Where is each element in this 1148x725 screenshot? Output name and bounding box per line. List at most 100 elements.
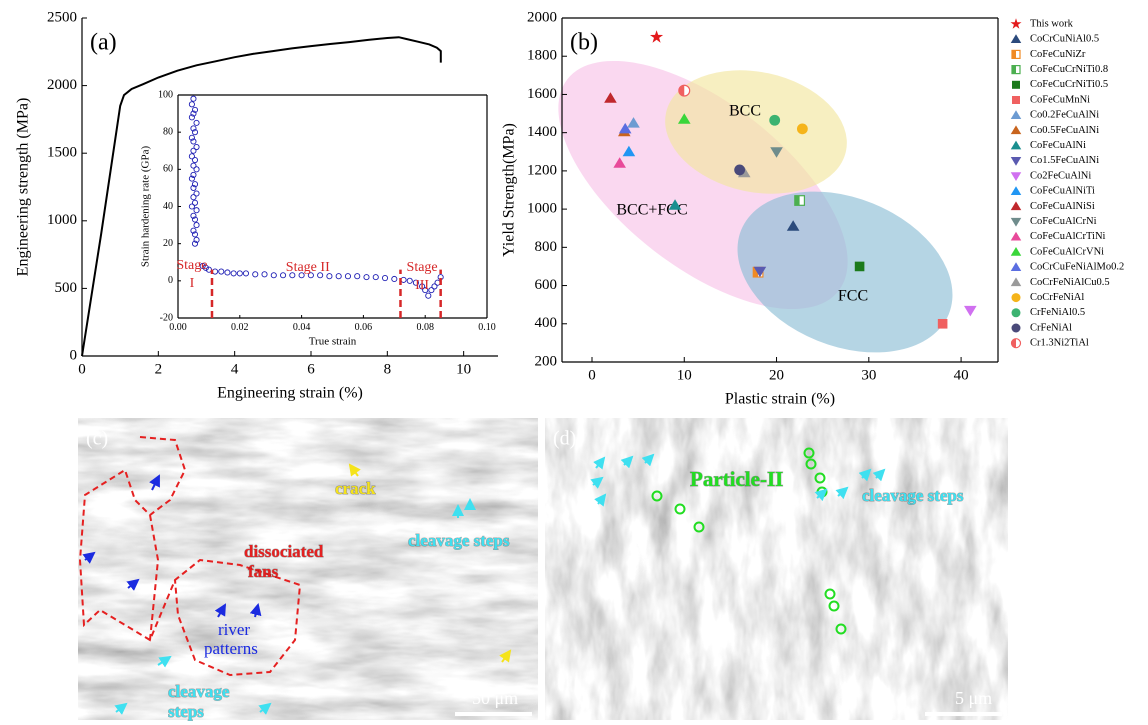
marker	[1010, 231, 1022, 241]
legend-label: CoFeCuNiZr	[1030, 49, 1086, 60]
legend-label: CoCrCuNiAl0.5	[1030, 34, 1099, 45]
particle-label: Particle-II	[690, 467, 783, 491]
marker	[796, 123, 808, 135]
x-tick-label: 0.00	[169, 322, 187, 333]
marker-shape	[618, 122, 632, 134]
marker	[1010, 262, 1022, 271]
point	[190, 184, 197, 191]
marker	[786, 220, 800, 231]
y-tick-label: 1800	[527, 48, 557, 64]
cleavage-label: cleavage steps	[408, 531, 510, 550]
marker-shape	[770, 147, 783, 158]
legend-label: CoCrFeNiAlCu0.5	[1030, 277, 1110, 288]
marker	[1010, 157, 1022, 166]
marker	[1011, 64, 1021, 75]
point	[236, 270, 243, 277]
panel-label: (b)	[570, 30, 598, 56]
marker	[1010, 172, 1022, 181]
marker-shape	[650, 30, 664, 43]
marker	[1010, 110, 1022, 119]
point	[224, 269, 231, 276]
point	[354, 273, 361, 280]
legend-label: Co2FeCuAlNi	[1030, 170, 1091, 181]
y-tick-label: 400	[535, 315, 558, 331]
region-label: FCC	[838, 288, 868, 305]
legend-label: CoFeCuMnNi	[1030, 94, 1090, 105]
point	[372, 274, 379, 281]
cleavage-label: cleavage	[168, 682, 230, 701]
marker	[794, 195, 806, 206]
point	[193, 207, 200, 214]
marker	[1010, 18, 1022, 29]
marker	[1010, 338, 1022, 349]
x-tick-label: 0.08	[416, 322, 434, 333]
marker	[1011, 49, 1021, 60]
legend-label: Cr1.3Ni2TiAl	[1030, 338, 1089, 349]
marker	[734, 164, 746, 176]
point	[317, 272, 324, 279]
scale-label: 50 μm	[472, 688, 518, 708]
legend-label: CoCrFeNiAl	[1030, 292, 1084, 303]
legend-label: CoFeCuCrNiTi0.5	[1030, 79, 1108, 90]
legend-label: CoFeCuAlNiSi	[1030, 201, 1095, 212]
marker-shape	[794, 195, 800, 206]
y-tick-label: 2000	[527, 9, 557, 25]
marker-shape	[1010, 172, 1022, 181]
point	[412, 279, 419, 286]
point	[425, 292, 432, 299]
marker-shape	[1010, 201, 1022, 211]
point	[298, 272, 305, 279]
marker	[1010, 277, 1022, 287]
point	[242, 270, 250, 277]
marker-shape	[1010, 231, 1022, 241]
marker	[937, 318, 948, 329]
cleavage-label: cleavage steps	[862, 486, 964, 505]
point	[419, 283, 426, 290]
legend-label: Co1.5FeCuAlNi	[1030, 155, 1099, 166]
marker-shape	[1011, 293, 1021, 303]
stage-label: III	[415, 278, 429, 293]
marker	[1011, 293, 1021, 303]
point	[190, 227, 197, 234]
x-tick-label: 8	[384, 362, 392, 378]
point	[190, 95, 197, 102]
y-tick-label: 80	[163, 126, 173, 137]
y-tick-label: 0	[168, 275, 173, 286]
river-label: patterns	[204, 639, 258, 658]
legend-label: CoFeCuAlNi	[1030, 140, 1086, 151]
legend-label: This work	[1030, 18, 1074, 29]
marker-shape	[769, 114, 781, 126]
legend-label: CoFeCuAlCrTiNi	[1030, 231, 1106, 242]
x-tick-label: 6	[307, 362, 315, 378]
panel-label: (a)	[90, 30, 117, 56]
marker-shape	[1010, 125, 1022, 135]
point	[191, 156, 199, 164]
marker-shape	[796, 123, 808, 135]
sem-image	[545, 418, 1008, 720]
marker	[613, 157, 626, 168]
marker	[1010, 217, 1022, 227]
point	[190, 171, 197, 178]
x-axis-title: True strain	[309, 336, 357, 348]
y-tick-label: 2000	[47, 77, 77, 93]
point	[280, 272, 287, 279]
crack-label: crack	[335, 479, 376, 498]
x-axis-title: Engineering strain (%)	[217, 385, 363, 402]
point	[307, 272, 314, 279]
point	[188, 153, 195, 160]
point	[191, 231, 199, 238]
x-tick-label: 4	[231, 362, 239, 378]
marker-shape	[854, 261, 865, 272]
marker-shape	[1010, 110, 1022, 119]
point	[406, 277, 413, 284]
region-label: BCC	[729, 103, 761, 120]
point	[188, 175, 195, 182]
marker-shape	[1012, 65, 1016, 74]
point	[252, 271, 259, 278]
marker	[769, 114, 781, 126]
point	[431, 283, 438, 290]
marker-shape	[1011, 323, 1021, 333]
marker-shape	[786, 220, 800, 231]
legend-label: CrFeNiAl0.5	[1030, 307, 1085, 318]
